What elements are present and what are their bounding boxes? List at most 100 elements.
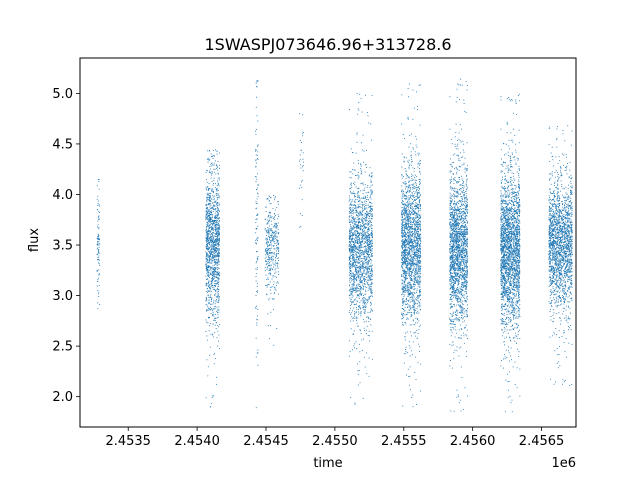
- data-point: [267, 227, 269, 229]
- data-point: [368, 215, 370, 217]
- data-point: [266, 249, 268, 251]
- data-point: [370, 245, 371, 247]
- data-point: [211, 259, 213, 261]
- data-point: [354, 233, 356, 235]
- data-point: [212, 254, 213, 256]
- data-point: [355, 206, 357, 208]
- data-point: [355, 211, 357, 213]
- data-point: [217, 330, 219, 332]
- data-point: [359, 241, 361, 243]
- data-point: [255, 150, 256, 152]
- data-point: [214, 249, 216, 251]
- data-point: [209, 290, 211, 292]
- data-point: [349, 230, 351, 232]
- data-point: [208, 195, 210, 196]
- data-point: [277, 248, 279, 250]
- data-point: [208, 233, 210, 235]
- data-point: [351, 228, 353, 230]
- data-point: [349, 251, 351, 253]
- data-point: [277, 267, 279, 269]
- data-point: [359, 93, 361, 95]
- data-point: [268, 255, 270, 257]
- data-point: [206, 219, 208, 220]
- data-point: [270, 234, 272, 236]
- data-point: [209, 252, 211, 254]
- data-point: [411, 173, 413, 175]
- data-point: [207, 244, 208, 246]
- data-point: [367, 243, 368, 245]
- data-point: [407, 231, 408, 233]
- data-point: [267, 198, 269, 200]
- data-point: [352, 238, 353, 239]
- data-point: [405, 219, 407, 221]
- data-point: [360, 277, 362, 279]
- data-point: [364, 259, 366, 261]
- data-point: [207, 170, 208, 172]
- data-point: [349, 256, 351, 258]
- data-point: [370, 301, 371, 303]
- data-point: [211, 260, 213, 262]
- data-point: [212, 280, 214, 282]
- data-point: [257, 184, 259, 186]
- data-point: [416, 257, 418, 259]
- data-point: [217, 296, 219, 298]
- data-point: [353, 264, 355, 266]
- data-point: [418, 248, 420, 250]
- data-point: [300, 213, 302, 215]
- data-point: [97, 293, 99, 295]
- data-point: [401, 222, 403, 224]
- data-point: [359, 247, 361, 249]
- data-point: [408, 212, 410, 214]
- data-point: [414, 256, 416, 257]
- data-point: [403, 196, 405, 198]
- data-point: [218, 210, 220, 212]
- data-point: [268, 258, 270, 260]
- data-point: [257, 364, 259, 366]
- data-point: [411, 292, 413, 294]
- data-point: [206, 253, 207, 254]
- data-point: [362, 189, 364, 191]
- data-point: [408, 235, 410, 237]
- data-point: [370, 205, 372, 207]
- data-point: [403, 207, 405, 209]
- data-point: [408, 197, 410, 199]
- data-point: [257, 144, 259, 146]
- data-point: [267, 277, 269, 279]
- data-point: [357, 286, 358, 288]
- data-point: [408, 291, 410, 293]
- data-point: [372, 310, 373, 312]
- data-point: [216, 234, 218, 236]
- data-point: [210, 229, 212, 231]
- data-point: [217, 212, 219, 214]
- data-point: [353, 257, 355, 259]
- data-point: [257, 225, 259, 227]
- data-point: [219, 241, 220, 243]
- data-point: [266, 238, 268, 240]
- data-point: [416, 308, 418, 310]
- data-point: [356, 214, 357, 216]
- data-point: [272, 275, 274, 277]
- data-point: [270, 293, 272, 294]
- data-point: [417, 268, 419, 270]
- data-point: [371, 205, 373, 207]
- data-point: [214, 249, 216, 251]
- data-point: [218, 273, 219, 275]
- data-point: [256, 128, 257, 130]
- data-point: [273, 226, 275, 228]
- data-point: [419, 267, 420, 269]
- data-point: [256, 115, 258, 117]
- data-point: [363, 223, 365, 225]
- data-point: [369, 202, 371, 203]
- data-point: [357, 249, 359, 251]
- data-point: [411, 218, 413, 220]
- data-point: [354, 242, 356, 244]
- data-point: [417, 204, 418, 206]
- data-point: [417, 254, 419, 256]
- data-point: [213, 198, 215, 200]
- data-point: [371, 176, 373, 178]
- data-point: [402, 181, 404, 183]
- data-point: [213, 319, 215, 321]
- data-point: [358, 225, 359, 227]
- data-point: [353, 255, 355, 257]
- data-point: [274, 263, 276, 265]
